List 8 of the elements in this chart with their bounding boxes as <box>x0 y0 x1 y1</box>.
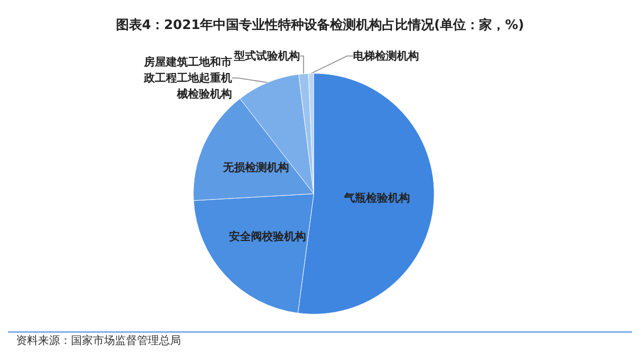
slice-label: 安全阀校验机构 <box>228 230 306 244</box>
slice-label: 型式试验机构 <box>233 50 300 62</box>
chart-title: 图表4：2021年中国专业性特种设备检测机构占比情况(单位：家，%) <box>116 17 524 33</box>
slice-label: 无损检测机构 <box>222 161 290 174</box>
slice-label: 电梯检测机构 <box>353 50 419 62</box>
slice-label: 气瓶检验机构 <box>342 191 410 204</box>
text: 资料来源：国家市场监督管理总局 <box>16 334 181 347</box>
slice-label: 房屋建筑工地和市政工程工地起重机械检验机构 <box>143 56 232 100</box>
